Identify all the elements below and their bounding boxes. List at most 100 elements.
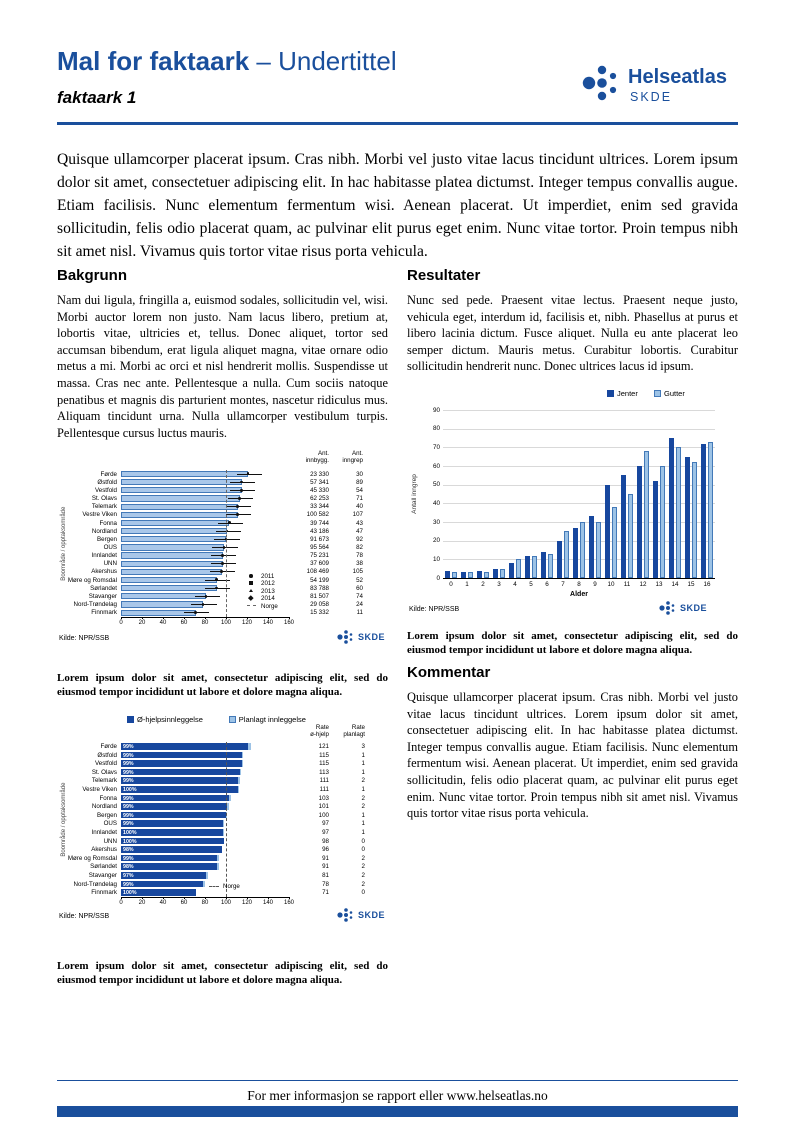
rate-marker <box>204 594 208 598</box>
bar <box>121 568 222 575</box>
value-inngrep: 43 <box>356 519 363 527</box>
legend-label: Gutter <box>664 388 685 398</box>
x-axis <box>443 578 715 579</box>
value-rate-ohjelp: 113 <box>319 768 329 776</box>
value-rate-ohjelp: 98 <box>322 837 329 845</box>
bar-ohjelp <box>121 777 238 785</box>
helseatlas-logo: Helseatlas SKDE <box>580 58 740 112</box>
value-rate-planlagt: 1 <box>361 811 365 819</box>
x-tick-label: 160 <box>283 900 294 907</box>
row-label: Fonna <box>99 794 117 802</box>
chart-rates-by-region: Boområde / opptaksområde Ant. innbygg. Ant… <box>57 450 397 662</box>
gridline <box>443 447 715 448</box>
bar-gutter <box>499 568 506 578</box>
rate-marker <box>215 578 218 582</box>
document-label: faktaark 1 <box>57 88 137 107</box>
rate-marker <box>246 472 250 476</box>
y-tick-label: 0 <box>436 574 440 582</box>
x-tick-label: 10 <box>607 581 615 588</box>
ci-whisker <box>194 595 220 597</box>
value-rate-planlagt: 2 <box>361 854 365 862</box>
bar <box>121 585 217 592</box>
bar-planlagt <box>229 794 232 802</box>
skde-dots-icon <box>659 601 675 615</box>
value-innbygg: 91 673 <box>310 535 329 543</box>
bar-gutter <box>691 462 698 578</box>
row-label: Nordland <box>91 527 117 535</box>
value-rate-planlagt: 2 <box>361 880 365 888</box>
skde-logo: SKDE <box>337 629 389 645</box>
row-label: Akershus <box>91 846 117 854</box>
value-inngrep: 89 <box>356 478 363 486</box>
x-axis-label: Alder <box>570 591 588 598</box>
bar-jenter <box>556 540 563 578</box>
bar-ohjelp <box>121 794 230 802</box>
value-inngrep: 105 <box>352 568 363 576</box>
x-tick-label: 100 <box>220 900 231 907</box>
bar <box>121 544 224 551</box>
bar-jenter <box>460 572 467 578</box>
section-body-kommentar: Quisque ullamcorper placerat ipsum. Cras… <box>407 690 738 821</box>
value-rate-planlagt: 1 <box>361 829 365 836</box>
bar-gutter <box>483 572 490 578</box>
title-subtitle: – Undertittel <box>249 46 397 76</box>
skde-logo: SKDE <box>337 907 389 923</box>
row-label: Sørlandet <box>90 863 117 871</box>
source-label: Kilde: NPR/SSB <box>409 606 460 613</box>
bar-ohjelp <box>121 880 203 888</box>
bar <box>121 576 217 584</box>
value-inngrep: 54 <box>356 486 363 494</box>
row-label: OUS <box>103 543 117 551</box>
x-tick-label: 40 <box>159 900 167 907</box>
x-tick <box>205 896 206 900</box>
bar-ohjelp <box>121 846 222 853</box>
value-rate-planlagt: 3 <box>361 743 365 750</box>
rate-marker <box>236 513 239 517</box>
gridline <box>443 484 715 486</box>
x-tick-label: 16 <box>703 581 711 588</box>
bar-planlagt <box>227 803 230 810</box>
value-innbygg: 75 231 <box>310 552 329 560</box>
value-inngrep: 40 <box>356 503 363 511</box>
bar-planlagt <box>239 768 241 776</box>
chart-interventions-by-age: Jenter Gutter 0 10 20 30 40 50 60 70 80 90 0 1 2 3 4 5 6 7 8… <box>407 388 738 622</box>
legend-marker-2014 <box>248 595 254 601</box>
legend-marker-2013 <box>249 588 253 592</box>
rate-marker <box>221 553 225 557</box>
x-tick-label: 140 <box>262 620 273 627</box>
skde-logo: SKDE <box>659 600 711 616</box>
column-header-rate-planlagt: Rate planlagt <box>343 724 365 738</box>
value-rate-ohjelp: 100 <box>318 811 329 819</box>
x-tick <box>289 616 290 620</box>
row-label: Telemark <box>91 503 117 511</box>
bar-pct-label: 97% <box>123 872 134 879</box>
x-tick <box>163 616 164 620</box>
x-tick-label: 80 <box>201 620 209 627</box>
rate-marker <box>227 521 231 525</box>
value-innbygg: 29 058 <box>310 601 329 608</box>
bar-ohjelp <box>121 760 242 767</box>
value-inngrep: 78 <box>356 552 363 560</box>
bar-planlagt <box>202 880 205 888</box>
bar-gutter <box>451 572 458 578</box>
legend-norge-line <box>247 605 256 607</box>
bar-ohjelp <box>121 785 238 793</box>
bar <box>121 479 242 486</box>
y-tick-label: 50 <box>432 481 440 489</box>
bar <box>121 552 223 559</box>
row-label: Nord-Trøndelag <box>73 601 117 608</box>
gridline <box>443 540 715 542</box>
row-label: Vestfold <box>94 486 117 494</box>
x-tick-label: 6 <box>545 581 549 588</box>
column-header-inngrep: Ant. inngrep <box>342 450 363 464</box>
rate-marker <box>240 488 244 492</box>
value-rate-ohjelp: 115 <box>319 760 329 768</box>
rate-marker <box>221 562 225 565</box>
row-label: Vestre Viken <box>82 786 117 793</box>
x-tick-label: 20 <box>138 620 146 627</box>
x-tick-label: 9 <box>593 581 597 588</box>
x-tick-label: 11 <box>623 581 631 588</box>
rate-marker <box>224 537 228 541</box>
section-heading-kommentar: Kommentar <box>407 664 491 681</box>
